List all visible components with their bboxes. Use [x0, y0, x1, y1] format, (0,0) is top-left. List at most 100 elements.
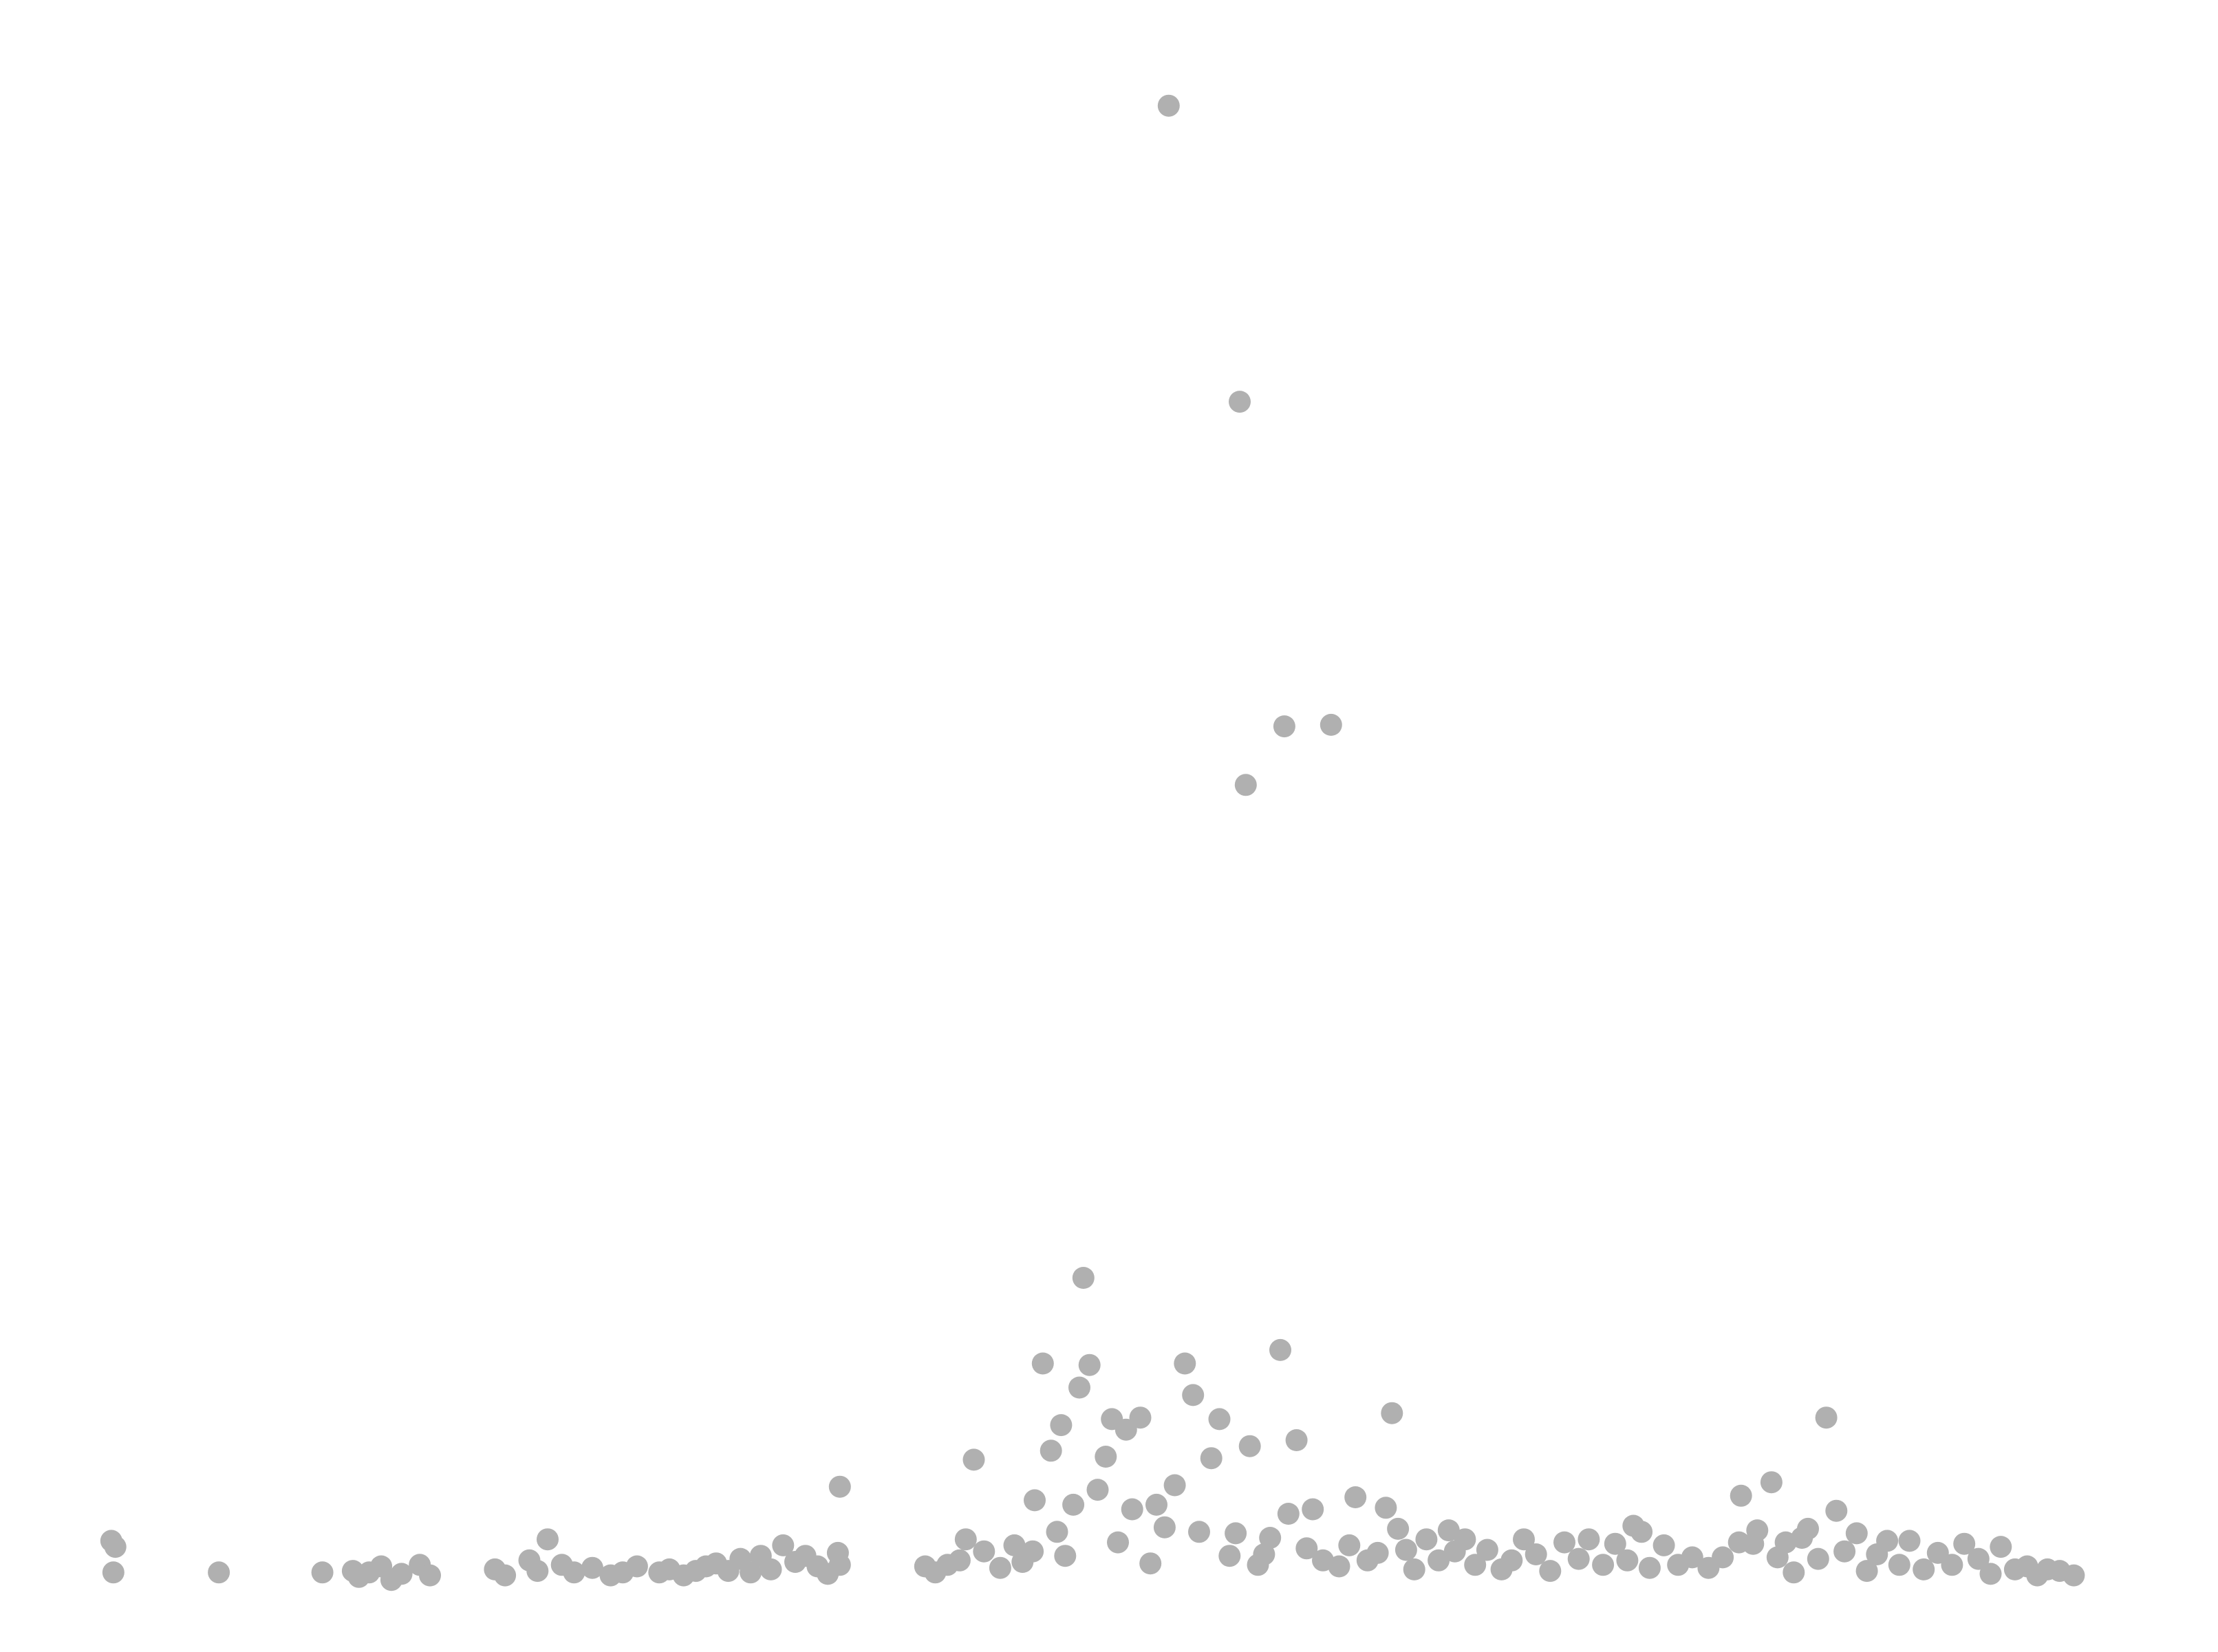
scatter-point-148 — [1855, 1560, 1878, 1583]
scatter-point-14 — [494, 1564, 517, 1587]
scatter-point-83 — [1229, 391, 1251, 413]
scatter-point-132 — [1712, 1546, 1734, 1569]
scatter-point-137 — [1760, 1471, 1783, 1494]
scatter-point-1 — [104, 1536, 127, 1558]
scatter-point-19 — [563, 1561, 585, 1584]
scatter-point-46 — [948, 1549, 971, 1572]
scatter-point-3 — [208, 1561, 230, 1584]
scatter-point-127 — [1638, 1556, 1661, 1579]
scatter-point-155 — [1941, 1554, 1963, 1576]
scatter-point-150 — [1876, 1530, 1899, 1552]
scatter-point-64 — [1086, 1479, 1109, 1501]
scatter-point-93 — [1295, 1537, 1318, 1560]
scatter-point-145 — [1825, 1499, 1848, 1522]
scatter-point-56 — [1040, 1439, 1062, 1462]
scatter-point-108 — [1428, 1549, 1450, 1572]
scatter-point-74 — [1157, 94, 1180, 117]
scatter-point-65 — [1095, 1446, 1117, 1468]
scatter-point-4 — [311, 1561, 334, 1584]
scatter-point-60 — [1062, 1493, 1085, 1516]
scatter-point-48 — [962, 1448, 985, 1471]
scatter-point-113 — [1476, 1539, 1498, 1561]
scatter-point-118 — [1539, 1560, 1562, 1583]
scatter-point-69 — [1121, 1498, 1143, 1521]
scatter-point-53 — [1022, 1540, 1044, 1563]
scatter-point-32 — [740, 1561, 762, 1584]
scatter-point-158 — [1979, 1563, 2002, 1585]
scatter-point-70 — [1129, 1406, 1152, 1429]
scatter-point-122 — [1592, 1554, 1615, 1576]
scatter-point-121 — [1578, 1528, 1600, 1551]
scatter-point-75 — [1163, 1474, 1186, 1497]
scatter-point-119 — [1553, 1531, 1575, 1554]
scatter-point-156 — [1953, 1532, 1976, 1555]
scatter-point-42 — [828, 1554, 851, 1576]
scatter-point-71 — [1139, 1552, 1162, 1575]
scatter-point-120 — [1567, 1547, 1590, 1570]
scatter-point-116 — [1513, 1528, 1535, 1551]
scatter-point-115 — [1500, 1549, 1523, 1572]
scatter-point-106 — [1403, 1558, 1425, 1580]
scatter-point-2 — [102, 1561, 125, 1584]
scatter-point-124 — [1616, 1549, 1639, 1572]
scatter-point-96 — [1320, 713, 1342, 736]
scatter-point-54 — [1024, 1489, 1046, 1512]
scatter-point-85 — [1238, 1435, 1261, 1457]
scatter-point-50 — [989, 1556, 1011, 1579]
scatter-point-101 — [1366, 1541, 1389, 1564]
scatter-point-98 — [1338, 1534, 1361, 1556]
scatter-point-41 — [828, 1475, 851, 1498]
scatter-point-72 — [1145, 1493, 1167, 1516]
scatter-point-151 — [1888, 1554, 1910, 1576]
scatter-point-165 — [2063, 1564, 2085, 1587]
scatter-point-130 — [1681, 1546, 1703, 1569]
scatter-point-91 — [1277, 1503, 1300, 1525]
scatter-point-147 — [1845, 1522, 1868, 1545]
scatter-point-103 — [1381, 1402, 1403, 1424]
scatter-point-17 — [537, 1528, 559, 1551]
scatter-point-109 — [1437, 1519, 1460, 1542]
scatter-point-123 — [1604, 1532, 1626, 1555]
scatter-point-63 — [1078, 1354, 1101, 1376]
scatter-point-152 — [1898, 1530, 1921, 1552]
scatter-point-49 — [973, 1540, 995, 1563]
scatter-point-112 — [1464, 1554, 1487, 1576]
scatter-point-107 — [1415, 1528, 1438, 1551]
scatter-point-80 — [1208, 1408, 1231, 1431]
scatter-point-12 — [419, 1564, 441, 1587]
scatter-point-59 — [1054, 1545, 1077, 1567]
scatter-point-117 — [1525, 1543, 1547, 1565]
scatter-point-55 — [1031, 1352, 1054, 1375]
scatter-point-105 — [1395, 1539, 1417, 1561]
scatter-point-76 — [1174, 1352, 1196, 1375]
scatter-point-23 — [625, 1555, 648, 1578]
scatter-point-58 — [1050, 1414, 1073, 1437]
scatter-point-159 — [1990, 1536, 2012, 1558]
scatter-point-62 — [1072, 1267, 1095, 1289]
scatter-point-79 — [1200, 1447, 1223, 1470]
scatter-point-134 — [1730, 1484, 1752, 1507]
scatter-point-92 — [1285, 1429, 1308, 1451]
scatter-point-82 — [1225, 1522, 1247, 1545]
scatter-point-157 — [1967, 1547, 1990, 1570]
scatter-point-84 — [1234, 774, 1257, 796]
scatter-point-90 — [1273, 715, 1295, 738]
scatter-point-67 — [1107, 1531, 1129, 1554]
scatter-point-10 — [390, 1563, 413, 1585]
scatter-point-47 — [954, 1528, 977, 1551]
scatter-point-104 — [1387, 1517, 1410, 1540]
scatter-point-20 — [581, 1556, 603, 1579]
scatter-point-16 — [526, 1560, 549, 1583]
scatter-point-94 — [1302, 1498, 1324, 1521]
scatter-point-97 — [1328, 1555, 1350, 1578]
scatter-point-51 — [1003, 1534, 1026, 1556]
scatter-point-140 — [1783, 1561, 1805, 1584]
scatter-point-88 — [1259, 1527, 1282, 1549]
scatter-point-128 — [1652, 1534, 1675, 1556]
scatter-point-57 — [1046, 1521, 1068, 1543]
scatter-point-34 — [760, 1558, 782, 1580]
scatter-point-146 — [1833, 1540, 1856, 1563]
scatter-point-35 — [772, 1534, 795, 1556]
